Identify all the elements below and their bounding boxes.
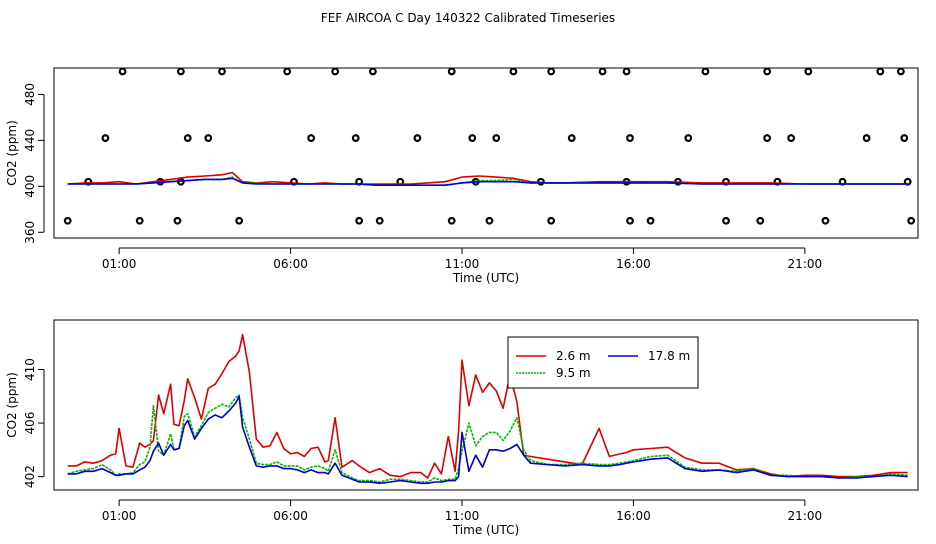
series-line-9-5-m [67,394,908,483]
y-tick-label: 406 [23,412,37,435]
panel1-series-lines [67,171,908,186]
panel2-y-axis: 402 406 410 [23,358,45,488]
calibration-point [135,216,144,225]
calibration-point [701,67,710,76]
calibration-point [646,216,655,225]
series-line-2-6-m [67,333,908,479]
calibration-point [375,216,384,225]
x-tick-label: 11:00 [445,509,480,523]
legend: 2.6 m 17.8 m 9.5 m [507,336,699,389]
y-tick-label: 400 [23,175,37,198]
x-tick-label: 01:00 [102,257,137,271]
timeseries-panel: 402 406 410 01:00 06:00 11:00 16:00 21:00 Time… [5,319,919,537]
calibration-point [763,67,772,76]
x-tick-label: 16:00 [616,257,651,271]
panel1-x-axis: 01:00 06:00 11:00 16:00 21:00 [102,247,823,271]
calibration-point [862,134,871,142]
series-line-17-8-m [67,395,908,485]
panel1-y-label: CO2 (ppm) [5,120,19,186]
calibration-point [101,134,110,142]
calibration-points [63,67,916,225]
calibration-point [684,134,693,142]
figure-title: FEF AIRCOA C Day 140322 Calibrated Times… [321,11,615,25]
panel2-y-label: CO2 (ppm) [5,372,19,438]
calibration-point [626,216,634,225]
series-line-17-8-m [67,177,908,186]
calibration-point [622,67,631,76]
panel2-x-label: Time (UTC) [452,523,519,537]
calibration-point [413,134,422,142]
calibration-point [183,134,192,142]
calibration-point [567,134,576,142]
calibration-point [896,67,905,76]
calibration-point [447,216,456,225]
calibration-point [722,216,730,225]
calibration-point [447,67,456,76]
y-tick-label: 440 [23,129,37,152]
calibration-point [763,134,772,142]
panel2-frame [53,319,919,491]
calibration-point [351,134,360,142]
calibration-point [63,216,72,225]
x-tick-label: 21:00 [788,257,823,271]
x-tick-label: 21:00 [788,509,823,523]
calibration-point [547,216,556,225]
legend-box [507,336,699,389]
calibration-point [118,67,127,76]
calibration-point [173,216,182,225]
panel1-frame [53,67,919,239]
calibration-point [907,216,916,225]
legend-label-2-6m: 2.6 m [556,349,591,363]
panel1-x-label: Time (UTC) [452,271,519,285]
calibration-point [756,216,765,225]
calibration-point [218,67,226,76]
series-line-2-6-m [67,171,908,185]
legend-label-9-5m: 9.5 m [556,366,591,380]
calibration-point [235,216,244,225]
calibration-point [547,67,556,76]
calibration-point [900,134,909,142]
calibration-point [355,216,364,225]
y-tick-label: 360 [23,221,37,244]
calibration-point [903,177,912,186]
x-tick-label: 06:00 [273,257,308,271]
y-tick-label: 480 [23,83,37,106]
x-tick-label: 16:00 [616,509,651,523]
calibration-point [176,67,185,76]
calibration-point [331,67,340,76]
calibration-point [787,134,796,142]
calibration-point [307,134,316,142]
y-tick-label: 402 [23,465,37,488]
x-tick-label: 06:00 [273,509,308,523]
panel2-x-axis: 01:00 06:00 11:00 16:00 21:00 [102,499,823,523]
calibration-point [509,67,518,76]
calibration-point [821,216,830,225]
calibration-point [598,67,607,76]
calibration-point [804,67,813,76]
panel1-y-axis: 360 400 440 480 [23,83,45,244]
calibration-point [204,134,213,142]
calibration-point [876,67,885,76]
calibration-point [283,67,292,76]
x-tick-label: 01:00 [102,509,137,523]
calibration-point [626,134,634,142]
x-tick-label: 11:00 [445,257,480,271]
calibrated-points-panel: 360 400 440 480 01:00 06:00 11:00 16:00 21:00 T… [5,67,919,285]
calibration-point [485,216,494,225]
panel2-series-lines [67,333,908,485]
calibration-point [368,67,377,76]
calibration-point [468,134,477,142]
y-tick-label: 410 [23,358,37,381]
calibration-point [492,134,501,142]
legend-label-17-8m: 17.8 m [648,349,690,363]
